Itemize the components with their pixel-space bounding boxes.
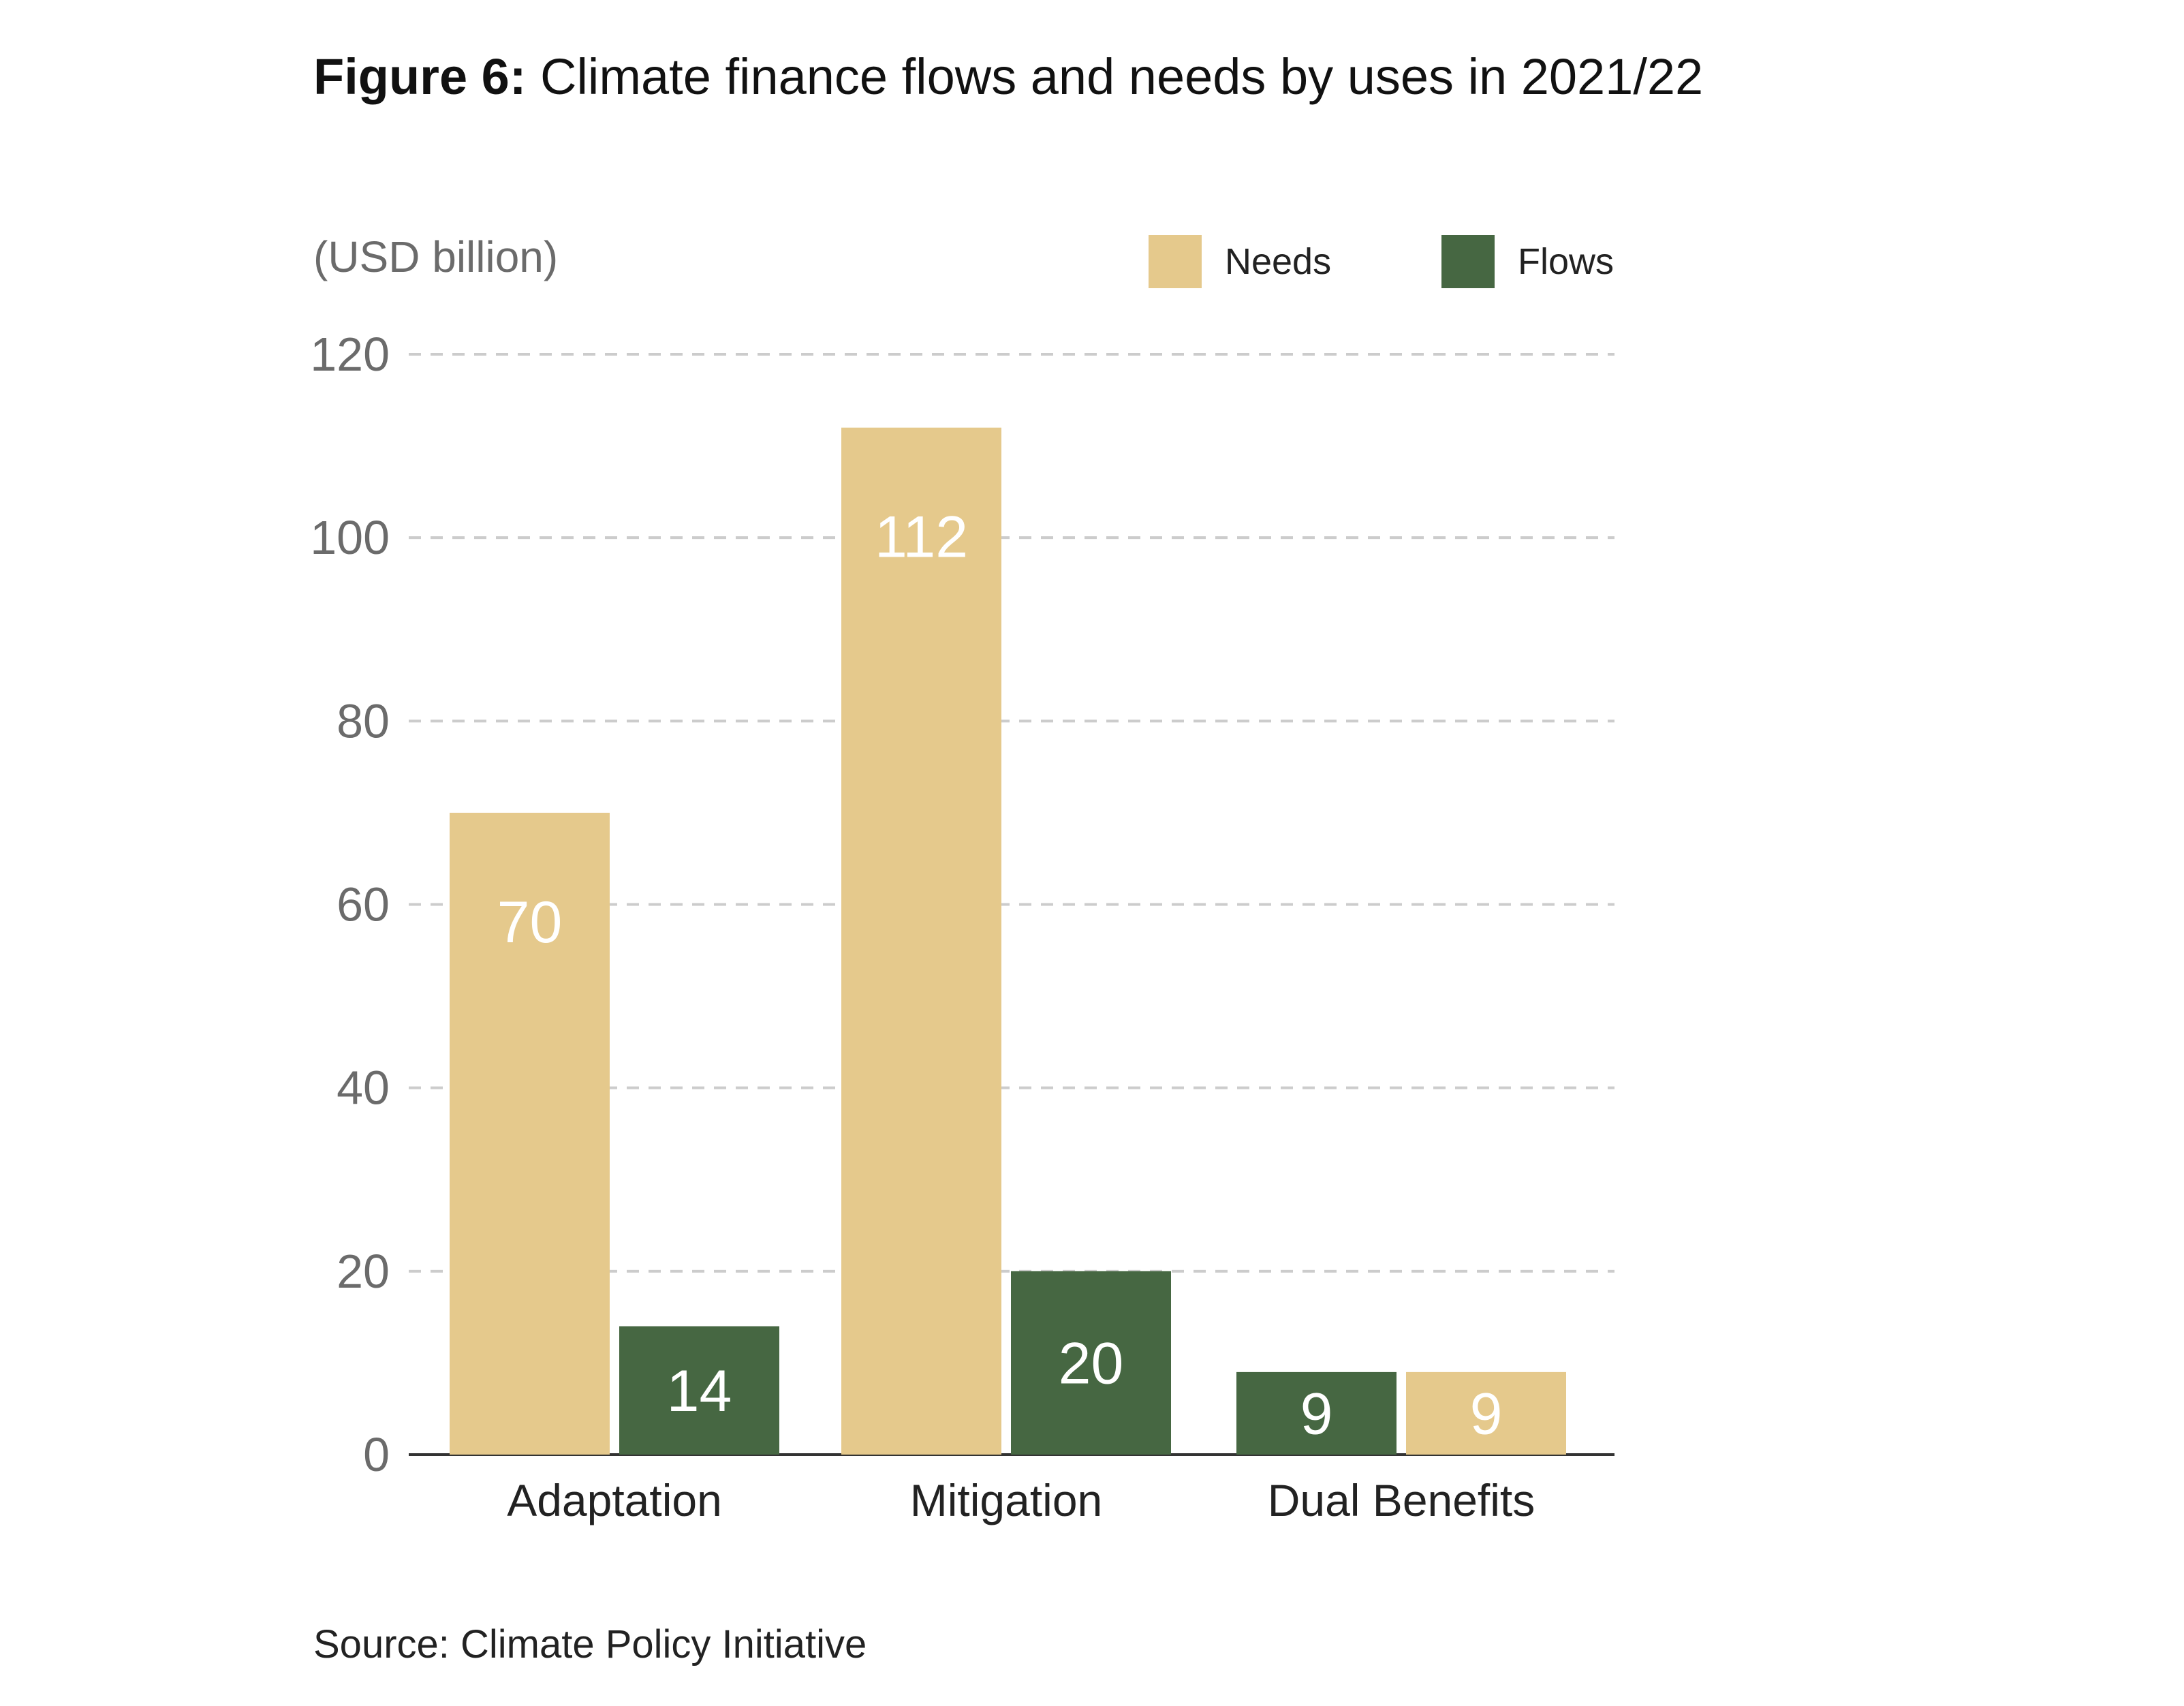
bar-mitigation-needs <box>841 427 1001 1455</box>
legend-item-needs: Needs <box>1149 235 1331 288</box>
bar-value-label: 9 <box>1470 1381 1503 1446</box>
bar-value-label: 9 <box>1300 1381 1333 1446</box>
legend-swatch-needs <box>1149 235 1202 288</box>
legend-label-flows: Flows <box>1518 241 1614 282</box>
figure-title-text: Climate finance flows and needs by uses … <box>526 48 1704 105</box>
bar-value-label: 14 <box>667 1359 732 1424</box>
y-tick-label: 100 <box>310 511 390 564</box>
legend-item-flows: Flows <box>1441 235 1614 288</box>
bar-mitigation-flows <box>1011 1271 1171 1455</box>
source-note: Source: Climate Policy Initiative <box>313 1622 867 1666</box>
y-axis-unit-label: (USD billion) <box>313 232 559 281</box>
legend-swatch-flows <box>1441 235 1495 288</box>
y-tick-label: 60 <box>337 878 390 931</box>
x-category-label: Dual Benefits <box>1268 1475 1535 1525</box>
y-tick-label: 0 <box>363 1428 390 1481</box>
y-tick-label: 40 <box>337 1061 390 1115</box>
bar-value-label: 20 <box>1059 1331 1124 1396</box>
bar-value-label: 70 <box>497 890 563 955</box>
bar-adaptation-needs <box>450 812 610 1455</box>
x-category-label: Adaptation <box>507 1475 722 1525</box>
y-tick-label: 80 <box>337 694 390 747</box>
bar-dual-benefits-flows <box>1236 1371 1397 1455</box>
bar-dual-benefits-needs <box>1406 1371 1566 1455</box>
bar-adaptation-flows <box>619 1326 779 1455</box>
x-category-label: Mitigation <box>910 1475 1102 1525</box>
legend-label-needs: Needs <box>1225 241 1332 282</box>
y-tick-label: 120 <box>310 328 390 381</box>
bar-value-label: 112 <box>875 505 968 570</box>
y-tick-label: 20 <box>337 1245 390 1298</box>
figure-title-prefix: Figure 6: <box>313 48 527 105</box>
figure-title: Figure 6: Climate finance flows and need… <box>313 48 1703 106</box>
